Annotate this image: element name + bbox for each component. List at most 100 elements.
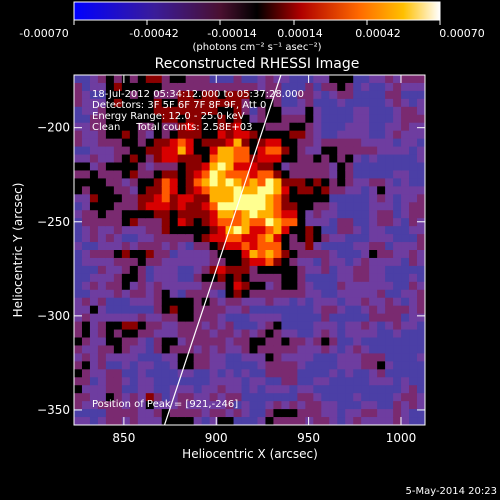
x-tick-label: 850	[112, 431, 135, 445]
heatmap-cell	[121, 265, 131, 275]
heatmap-cell	[321, 154, 330, 164]
heatmap-cell	[313, 82, 322, 92]
heatmap-cell	[409, 162, 418, 172]
heatmap-cell	[105, 234, 115, 243]
heatmap-cell	[121, 377, 131, 386]
heatmap-cell	[105, 329, 115, 339]
heatmap-cell	[281, 98, 290, 108]
heatmap-cell	[249, 154, 259, 164]
heatmap-cell	[337, 114, 346, 124]
heatmap-cell	[393, 122, 402, 132]
heatmap-cell	[209, 146, 219, 156]
heatmap-cell	[273, 218, 283, 227]
heatmap-cell	[401, 337, 410, 347]
heatmap-cell	[145, 114, 155, 124]
heatmap-cell	[369, 170, 378, 180]
heatmap-cell	[257, 305, 267, 315]
heatmap-cell	[305, 273, 314, 283]
heatmap-cell	[385, 353, 394, 362]
heatmap-cell	[409, 98, 418, 108]
heatmap-cell	[161, 321, 171, 331]
heatmap-cell	[321, 226, 330, 235]
heatmap-cell	[153, 82, 163, 92]
heatmap-cell	[297, 170, 306, 180]
heatmap-cell	[409, 353, 418, 362]
heatmap-cell	[209, 210, 219, 219]
heatmap-cell	[153, 194, 163, 203]
heatmap-cell	[409, 409, 418, 418]
heatmap-cell	[225, 162, 235, 172]
heatmap-cell	[393, 281, 402, 291]
heatmap-cell	[417, 353, 425, 362]
heatmap-cell	[105, 385, 115, 394]
heatmap-cell	[305, 75, 314, 84]
heatmap-cell	[113, 234, 123, 243]
heatmap-cell	[201, 90, 211, 100]
heatmap-cell	[273, 305, 283, 315]
heatmap-cell	[185, 257, 195, 267]
heatmap-cell	[145, 265, 155, 275]
heatmap-cell	[81, 234, 91, 243]
heatmap-cell	[89, 281, 99, 291]
heatmap-cell	[417, 329, 425, 339]
heatmap-cell	[337, 257, 346, 267]
heatmap-cell	[385, 345, 394, 355]
heatmap-cell	[81, 226, 91, 235]
heatmap-cell	[289, 250, 298, 259]
heatmap-cell	[329, 226, 338, 235]
heatmap-cell	[89, 154, 99, 164]
heatmap-cell	[329, 305, 338, 315]
heatmap-cell	[217, 90, 227, 100]
heatmap-cell	[409, 106, 418, 116]
heatmap-cell	[385, 377, 394, 386]
heatmap-cell	[281, 75, 290, 84]
heatmap-cell	[337, 98, 346, 108]
heatmap-cell	[353, 345, 362, 355]
heatmap-cell	[249, 146, 259, 156]
heatmap-cell	[289, 90, 298, 100]
heatmap-cell	[353, 170, 362, 180]
heatmap-cell	[345, 146, 354, 156]
heatmap-cell	[97, 242, 107, 251]
heatmap-cell	[89, 122, 99, 132]
heatmap-cell	[289, 289, 298, 299]
heatmap-cell	[289, 361, 298, 370]
heatmap-cell	[305, 289, 314, 299]
heatmap-cell	[353, 329, 362, 339]
heatmap-cell	[345, 385, 354, 394]
heatmap-cell	[209, 130, 219, 140]
heatmap-cell	[281, 250, 290, 259]
heatmap-cell	[385, 313, 394, 323]
heatmap-cell	[169, 178, 179, 187]
heatmap-cell	[233, 265, 243, 275]
heatmap-cell	[313, 178, 322, 187]
heatmap-cell	[121, 194, 131, 203]
heatmap-cell	[337, 194, 346, 203]
heatmap-cell	[257, 297, 267, 307]
heatmap-cell	[177, 154, 187, 164]
heatmap-cell	[305, 202, 314, 211]
heatmap-cell	[81, 90, 91, 100]
heatmap-cell	[393, 297, 402, 307]
heatmap-cell	[217, 162, 227, 172]
heatmap-cell	[153, 122, 163, 132]
heatmap-cell	[337, 297, 346, 307]
heatmap-cell	[81, 385, 91, 394]
heatmap-cell	[129, 106, 139, 116]
heatmap-cell	[97, 289, 107, 299]
heatmap-cell	[401, 186, 410, 195]
heatmap-cell	[217, 146, 227, 156]
heatmap-cell	[177, 202, 187, 211]
heatmap-cell	[297, 401, 306, 410]
heatmap-cell	[201, 82, 211, 92]
heatmap-cell	[385, 257, 394, 267]
heatmap-cell	[329, 265, 338, 275]
heatmap-cell	[281, 242, 290, 251]
heatmap-cell	[233, 409, 243, 418]
heatmap-cell	[337, 369, 346, 378]
heatmap-cell	[177, 130, 187, 140]
heatmap-cell	[353, 265, 362, 275]
heatmap-cell	[273, 138, 283, 148]
heatmap-cell	[145, 313, 155, 323]
heatmap-cell	[345, 313, 354, 323]
